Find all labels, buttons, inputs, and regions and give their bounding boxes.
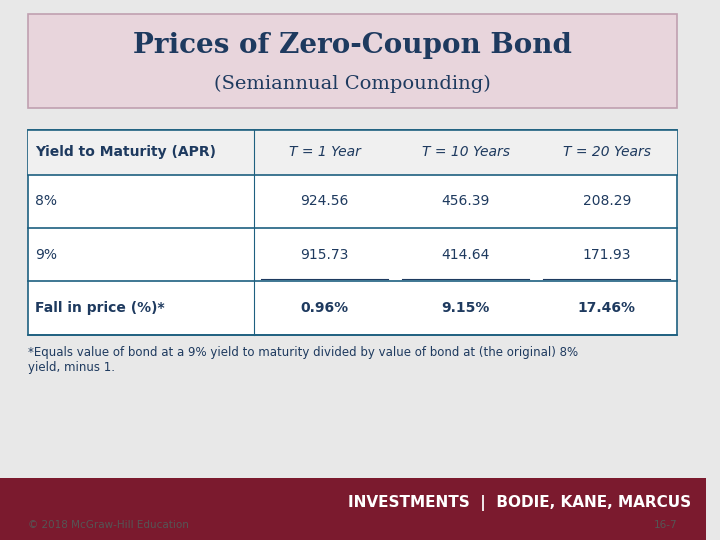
Text: 17.46%: 17.46% [577, 301, 636, 315]
Text: 208.29: 208.29 [582, 194, 631, 208]
FancyBboxPatch shape [28, 130, 678, 175]
Text: 456.39: 456.39 [441, 194, 490, 208]
Text: 171.93: 171.93 [582, 248, 631, 262]
Text: T = 1 Year: T = 1 Year [289, 145, 361, 159]
Text: 8%: 8% [35, 194, 58, 208]
Text: 924.56: 924.56 [300, 194, 348, 208]
FancyBboxPatch shape [28, 14, 678, 108]
Text: 16-7: 16-7 [654, 520, 678, 530]
Text: INVESTMENTS  |  BODIE, KANE, MARCUS: INVESTMENTS | BODIE, KANE, MARCUS [348, 495, 691, 511]
Text: Yield to Maturity (APR): Yield to Maturity (APR) [35, 145, 216, 159]
Text: T = 20 Years: T = 20 Years [563, 145, 651, 159]
Text: 414.64: 414.64 [441, 248, 490, 262]
Text: 915.73: 915.73 [300, 248, 348, 262]
Text: T = 10 Years: T = 10 Years [422, 145, 510, 159]
Text: 0.96%: 0.96% [300, 301, 348, 315]
Text: Fall in price (%)*: Fall in price (%)* [35, 301, 165, 315]
FancyBboxPatch shape [0, 478, 706, 540]
Text: 9.15%: 9.15% [441, 301, 490, 315]
FancyBboxPatch shape [28, 130, 678, 335]
Text: *Equals value of bond at a 9% yield to maturity divided by value of bond at (the: *Equals value of bond at a 9% yield to m… [28, 346, 578, 374]
Text: (Semiannual Compounding): (Semiannual Compounding) [215, 75, 491, 93]
Text: © 2018 McGraw-Hill Education: © 2018 McGraw-Hill Education [28, 520, 189, 530]
Text: 9%: 9% [35, 248, 58, 262]
Text: Prices of Zero-Coupon Bond: Prices of Zero-Coupon Bond [133, 32, 572, 59]
